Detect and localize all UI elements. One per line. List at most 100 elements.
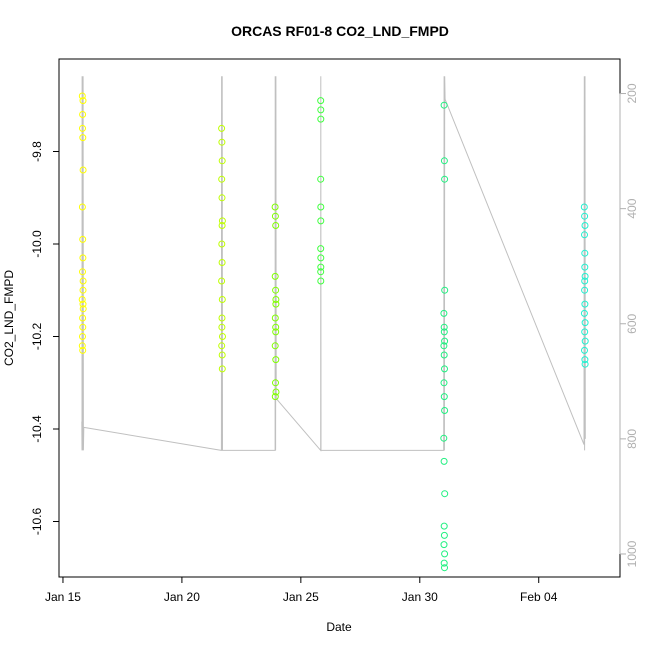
data-point (218, 277, 226, 285)
data-point (581, 337, 589, 345)
y-axis: -9.8 -10.0 -10.2 -10.4 -10.6 (30, 141, 60, 535)
data-point (440, 342, 448, 350)
y-tick-label: -9.8 (30, 141, 44, 162)
data-point (218, 175, 226, 183)
data-point (317, 263, 325, 271)
data-point (440, 541, 448, 549)
data-point (272, 388, 280, 396)
data-point (317, 175, 325, 183)
data-point (440, 309, 448, 317)
data-point (271, 212, 279, 220)
data-point (441, 564, 448, 572)
data-point (441, 286, 449, 294)
data-point (441, 550, 449, 558)
data-point (581, 263, 589, 271)
y2-tick-label: 200 (625, 83, 639, 103)
data-point (581, 272, 589, 280)
data-point (441, 407, 449, 414)
data-point (79, 300, 87, 308)
data-point (218, 365, 226, 373)
data-point (440, 323, 448, 331)
data-point (581, 277, 589, 285)
data-point (79, 346, 87, 354)
chart-title: ORCAS RF01-8 CO2_LND_FMPD (231, 23, 449, 39)
data-point (218, 314, 226, 322)
data-point (317, 268, 325, 276)
data-point (272, 328, 280, 336)
data-point (317, 277, 325, 285)
data-point (272, 379, 279, 387)
data-point (440, 393, 448, 401)
y2-tick-label: 600 (625, 313, 639, 333)
data-point (440, 328, 448, 336)
data-point (440, 351, 448, 359)
data-point (78, 296, 86, 303)
data-point (79, 97, 87, 105)
data-point (79, 124, 86, 132)
data-point (580, 309, 588, 317)
x-axis-label: Date (326, 620, 352, 634)
data-point (218, 259, 226, 266)
data-point (581, 328, 589, 336)
data-point (440, 457, 448, 465)
data-point (271, 314, 279, 322)
data-point (78, 203, 86, 211)
data-point (271, 393, 279, 401)
data-point (218, 351, 226, 359)
data-point (581, 212, 589, 220)
data-point (218, 222, 226, 229)
data-point (581, 360, 589, 368)
data-point (272, 300, 280, 308)
data-point (440, 522, 448, 530)
x-axis: Jan 15 Jan 20 Jan 25 Jan 30 Feb 04 (45, 576, 558, 604)
data-point (441, 175, 449, 183)
data-point (79, 286, 87, 294)
data-point (581, 356, 589, 364)
data-point (581, 319, 589, 327)
y-tick-label: -10.0 (30, 230, 44, 258)
data-point (218, 323, 226, 331)
data-point (440, 157, 448, 165)
data-point (441, 365, 448, 373)
data-point (79, 166, 87, 174)
data-point (317, 217, 325, 225)
data-point (272, 323, 280, 331)
data-point (218, 217, 226, 225)
data-point (78, 92, 86, 100)
data-point (272, 356, 280, 364)
x-tick-label: Jan 25 (283, 590, 319, 604)
data-point (317, 203, 325, 211)
data-point (79, 323, 87, 331)
pressure-trace-line (81, 76, 586, 452)
data-point (271, 203, 279, 211)
data-point (581, 286, 589, 294)
data-point (580, 203, 588, 211)
y-tick-label: -10.2 (30, 323, 44, 351)
data-point (218, 194, 226, 202)
data-point (581, 346, 588, 354)
plot-frame (58, 58, 621, 578)
y-tick-label: -10.4 (30, 415, 44, 443)
x-tick-label: Jan 20 (164, 590, 200, 604)
data-point (317, 115, 325, 123)
x-tick-label: Jan 30 (402, 590, 438, 604)
y2-axis: 200 400 600 800 1000 (619, 83, 639, 567)
data-point (79, 254, 87, 262)
data-point (272, 286, 280, 294)
data-point (441, 337, 449, 345)
data-point (271, 272, 279, 280)
data-point (440, 101, 448, 109)
y2-tick-label: 1000 (625, 540, 639, 567)
data-point (79, 277, 87, 285)
data-point (272, 222, 280, 229)
data-point (441, 490, 449, 498)
data-point (218, 342, 226, 350)
data-point (79, 268, 86, 276)
data-point (581, 249, 589, 257)
data-point (271, 342, 279, 350)
data-point (317, 97, 325, 105)
data-point (440, 559, 448, 567)
y-axis-label: CO2_LND_FMPD (2, 270, 16, 366)
x-tick-label: Feb 04 (520, 590, 558, 604)
